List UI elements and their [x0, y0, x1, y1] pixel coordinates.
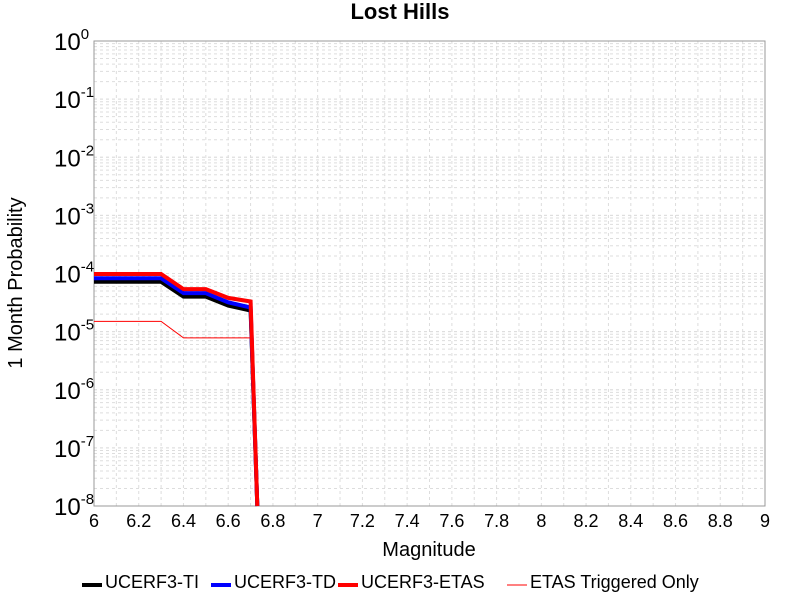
- chart-title: Lost Hills: [350, 0, 449, 24]
- x-tick-label: 7: [313, 511, 323, 531]
- y-tick-label: 10-2: [54, 142, 94, 172]
- x-tick-label: 7.8: [484, 511, 509, 531]
- x-tick-label: 8.4: [618, 511, 643, 531]
- y-axis-label: 1 Month Probability: [5, 197, 27, 368]
- grid: [93, 40, 766, 507]
- x-tick-label: 7.4: [395, 511, 420, 531]
- x-tick-label: 6.4: [171, 511, 196, 531]
- y-tick-label: 10-8: [54, 491, 94, 521]
- x-tick-label: 7.6: [439, 511, 464, 531]
- x-tick-label: 8: [536, 511, 546, 531]
- series-line-4: [94, 320, 258, 507]
- y-tick-label: 10-5: [54, 317, 94, 347]
- legend-label: UCERF3-TD: [234, 572, 336, 592]
- x-tick-label: 9: [760, 511, 770, 531]
- x-tick-label: 8.8: [708, 511, 733, 531]
- legend: UCERF3-TI UCERF3-TD UCERF3-ETAS ETAS Trigge…: [82, 572, 699, 592]
- y-tick-label: 10-1: [54, 84, 94, 114]
- x-tick-label: 6.2: [126, 511, 151, 531]
- x-tick-label: 6.6: [216, 511, 241, 531]
- x-tick-label: 6: [89, 511, 99, 531]
- y-tick-label: 10-6: [54, 375, 94, 405]
- y-tick-label: 10-3: [54, 200, 94, 230]
- legend-label: ETAS Triggered Only: [530, 572, 699, 592]
- series-line-1: [94, 279, 260, 507]
- y-tick-label: 100: [54, 26, 89, 56]
- series-layer: [94, 272, 260, 507]
- x-tick-label: 8.2: [574, 511, 599, 531]
- legend-label: UCERF3-TI: [105, 572, 199, 592]
- y-tick-label: 10-4: [54, 259, 94, 289]
- x-tick-labels: 6 6.2 6.4 6.6 6.8 7 7.2 7.4 7.6 7.8 8 8.2 8.4 8.6 8.8 9: [89, 511, 770, 531]
- series-line-3: [94, 272, 260, 507]
- legend-label: UCERF3-ETAS: [361, 572, 485, 592]
- x-tick-label: 8.6: [663, 511, 688, 531]
- x-tick-label: 6.8: [260, 511, 285, 531]
- x-axis-label: Magnitude: [382, 539, 475, 561]
- y-tick-label: 10-7: [54, 433, 94, 463]
- x-tick-label: 7.2: [350, 511, 375, 531]
- y-tick-labels: 10-8 10-7 10-6 10-5 10-4 10-3 10-2 10-1 100: [54, 26, 94, 521]
